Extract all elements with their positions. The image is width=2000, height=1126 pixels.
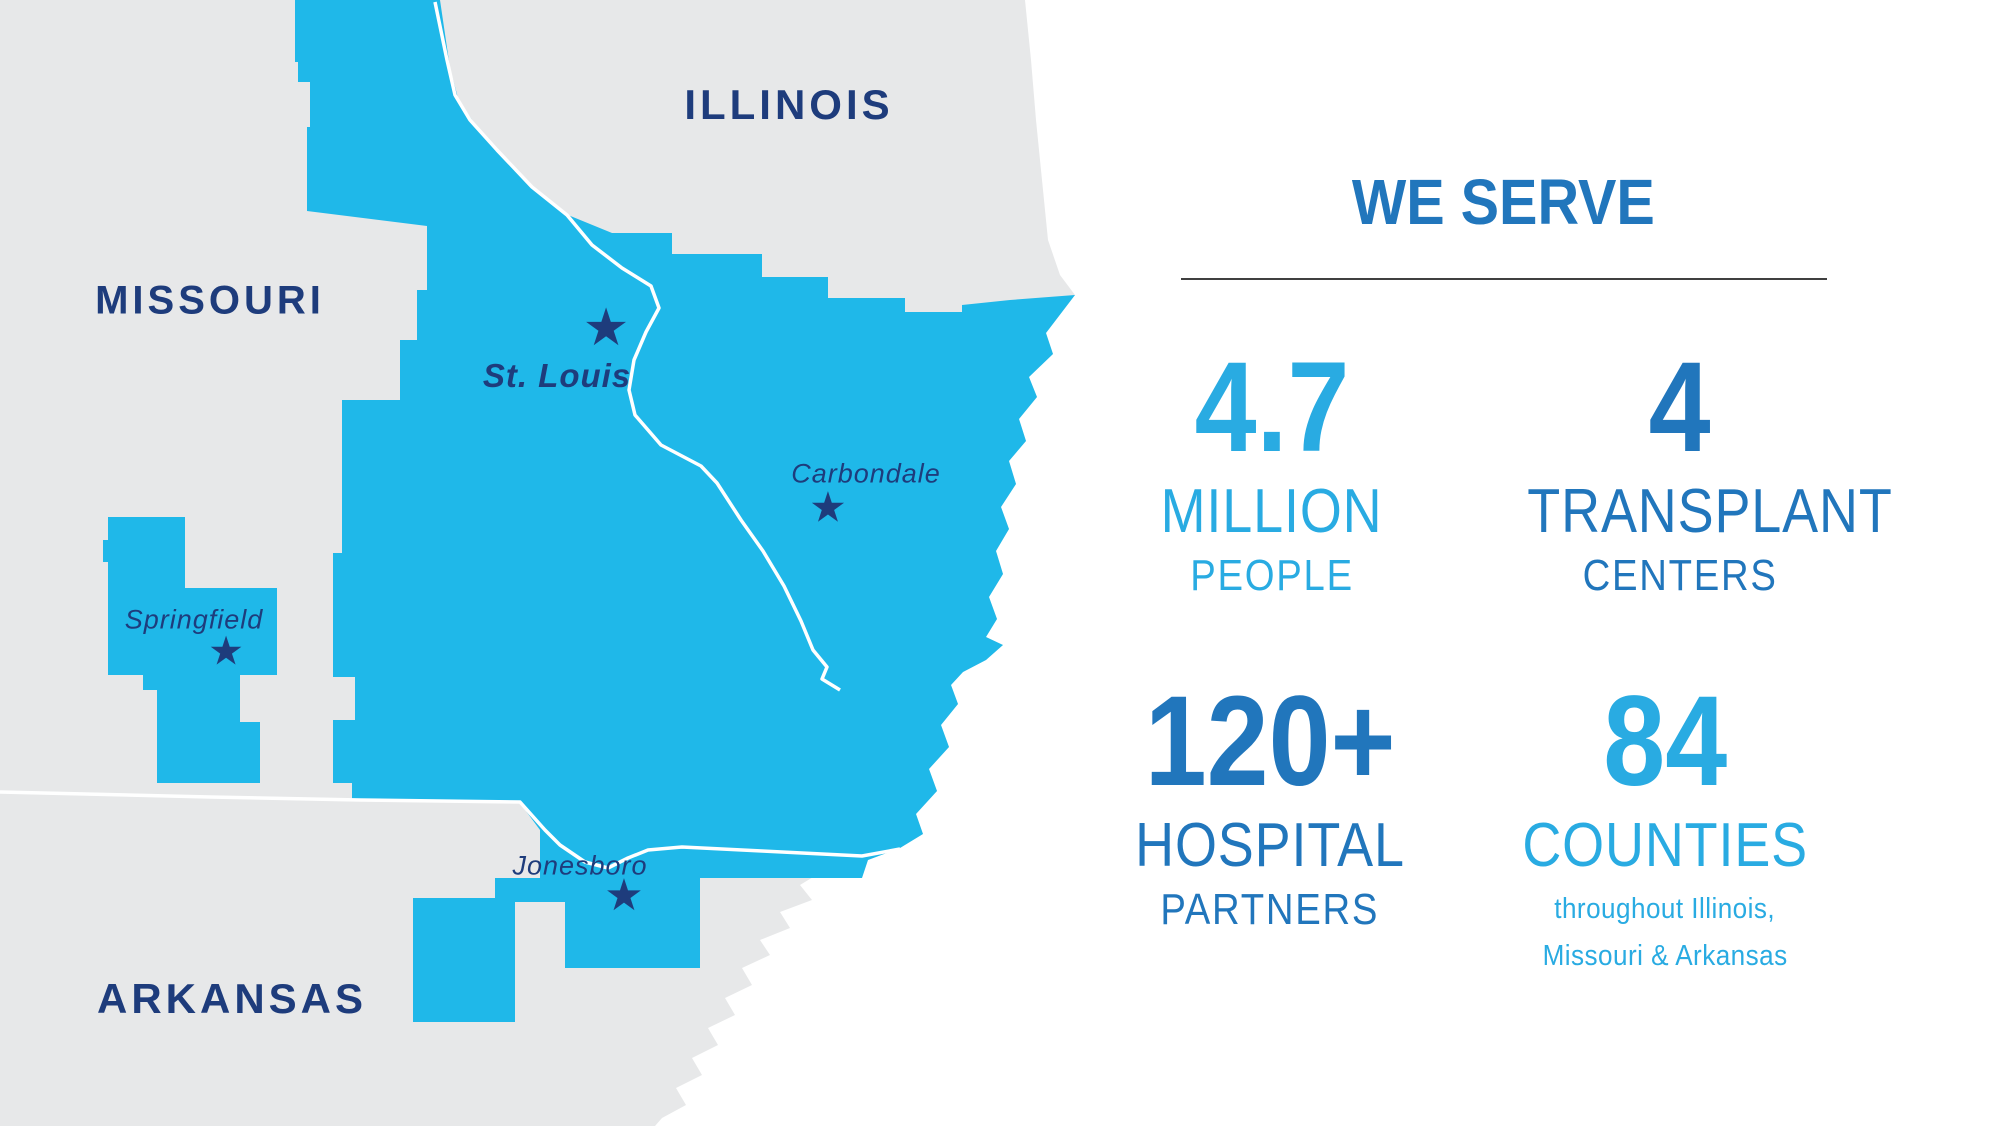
stat-description: throughout Illinois, Missouri & Arkansas (1485, 886, 1845, 980)
stat-value: 4.7 (1092, 336, 1452, 479)
stat-sublabel-text: CENTERS (1582, 551, 1778, 600)
mo-ar-border-line (0, 790, 901, 870)
service-region-springfield (103, 517, 277, 783)
stat-label: COUNTIES (1485, 814, 1845, 878)
city-label-jonesboro: Jonesboro (512, 850, 648, 881)
stat-million-people: 4.7 MILLION PEOPLE (1092, 336, 1452, 599)
state-label-arkansas: ARKANSAS (96, 975, 368, 1022)
stat-value: 120+ (1090, 670, 1450, 813)
stat-value-text: 4.7 (1194, 336, 1350, 479)
heading-divider (1181, 278, 1827, 280)
star-icon: ★ (208, 628, 244, 675)
stat-sublabel: PARTNERS (1090, 887, 1450, 933)
stat-hospital-partners: 120+ HOSPITAL PARTNERS (1090, 670, 1450, 933)
stat-value-text: 84 (1603, 670, 1727, 813)
stat-label-text: HOSPITAL (1135, 811, 1405, 880)
star-icon: ★ (582, 297, 630, 358)
stat-value-text: 4 (1649, 336, 1711, 479)
stat-value-text: 120+ (1144, 670, 1396, 813)
stat-description-line1: throughout Illinois, (1554, 893, 1776, 925)
stat-value: 4 (1500, 336, 1860, 479)
stat-counties: 84 COUNTIES throughout Illinois, Missour… (1485, 670, 1845, 980)
state-label-illinois: ILLINOIS (684, 81, 894, 128)
county-gap (515, 902, 565, 1022)
stat-label: HOSPITAL (1090, 814, 1450, 878)
city-label-carbondale: Carbondale (791, 458, 941, 489)
stat-label: TRANSPLANT (1500, 480, 1892, 544)
star-icon: ★ (809, 482, 847, 532)
service-region-main (295, 0, 1075, 1022)
river-border-line (433, 1, 841, 692)
stat-sublabel-text: PARTNERS (1160, 885, 1380, 934)
stat-value: 84 (1485, 670, 1845, 813)
stat-sublabel: PEOPLE (1092, 553, 1452, 599)
stat-label-text: TRANSPLANT (1527, 477, 1893, 546)
city-label-springfield: Springfield (124, 604, 264, 635)
stat-label: MILLION (1092, 480, 1452, 544)
panel-heading-text: WE SERVE (1351, 166, 1655, 238)
stat-label-text: COUNTIES (1522, 811, 1808, 880)
service-area-map (0, 0, 1075, 1126)
state-label-missouri: MISSOURI (95, 278, 325, 323)
stat-sublabel: CENTERS (1500, 553, 1860, 599)
stat-transplant-centers: 4 TRANSPLANT CENTERS (1500, 336, 1892, 599)
star-icon: ★ (604, 870, 644, 922)
city-label-st-louis: St. Louis (482, 357, 632, 394)
panel-heading: WE SERVE (1183, 170, 1823, 234)
stat-label-text: MILLION (1161, 477, 1383, 546)
stat-sublabel-text: PEOPLE (1190, 551, 1354, 600)
stat-description-line2: Missouri & Arkansas (1542, 940, 1788, 972)
